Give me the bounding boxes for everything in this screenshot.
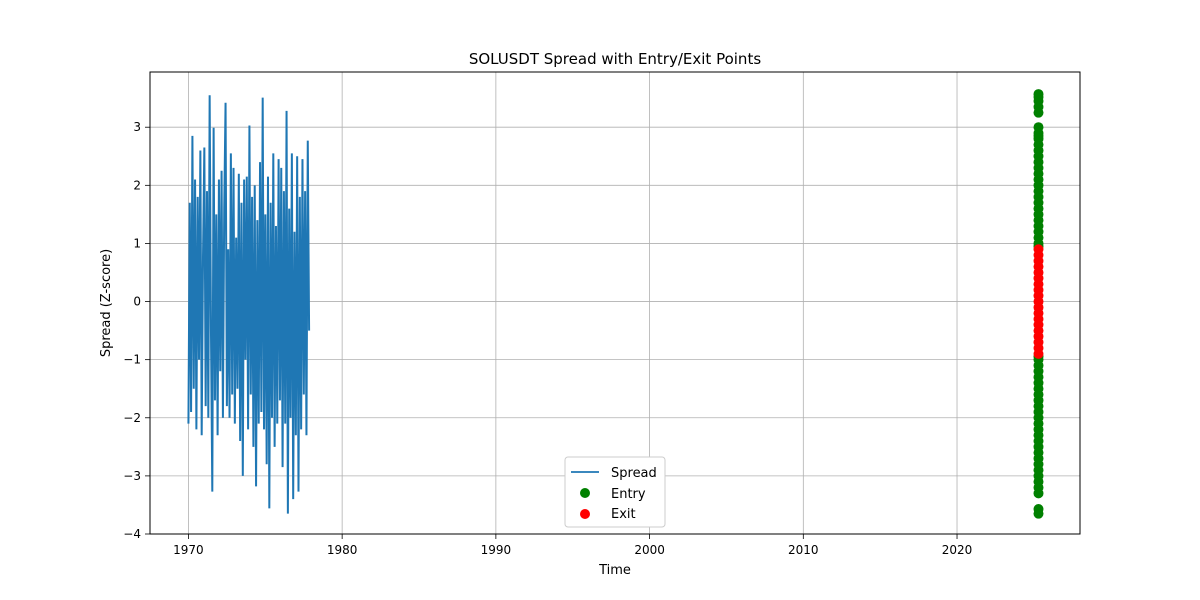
entry-point — [1033, 107, 1044, 118]
x-tick-label: 1990 — [481, 543, 512, 557]
y-tick-label: 1 — [133, 236, 141, 250]
x-tick-label: 1970 — [173, 543, 204, 557]
legend-entry-swatch — [580, 488, 590, 498]
legend-exit-swatch — [580, 509, 590, 519]
x-axis: 1970 1980 1990 2000 2010 2020 — [173, 534, 972, 557]
y-tick-label: −1 — [123, 353, 141, 367]
y-tick-label: −3 — [123, 469, 141, 483]
plot-area — [187, 89, 1044, 519]
y-tick-label: 0 — [133, 295, 141, 309]
y-tick-label: −4 — [123, 527, 141, 541]
chart-title: SOLUSDT Spread with Entry/Exit Points — [469, 50, 761, 68]
x-axis-label: Time — [598, 563, 631, 578]
x-tick-label: 2000 — [634, 543, 665, 557]
y-axis-label: Spread (Z-score) — [99, 249, 114, 357]
x-tick-label: 2010 — [788, 543, 819, 557]
x-tick-label: 1980 — [327, 543, 358, 557]
legend-spread-label: Spread — [611, 466, 657, 481]
spread-series-line — [187, 95, 311, 514]
y-tick-label: 2 — [133, 178, 141, 192]
axes-frame — [149, 71, 1081, 535]
x-tick-label: 2020 — [942, 543, 973, 557]
y-axis: −4 −3 −2 −1 0 1 2 3 — [123, 120, 150, 541]
legend-box — [564, 456, 666, 528]
legend: Spread Entry Exit — [564, 456, 666, 528]
legend-exit-label: Exit — [611, 507, 636, 522]
legend-entry-label: Entry — [611, 487, 646, 502]
y-tick-label: 3 — [133, 120, 141, 134]
entry-point — [1033, 508, 1044, 519]
exit-point — [1033, 348, 1044, 359]
entry-point — [1033, 488, 1044, 499]
y-tick-label: −2 — [123, 411, 141, 425]
